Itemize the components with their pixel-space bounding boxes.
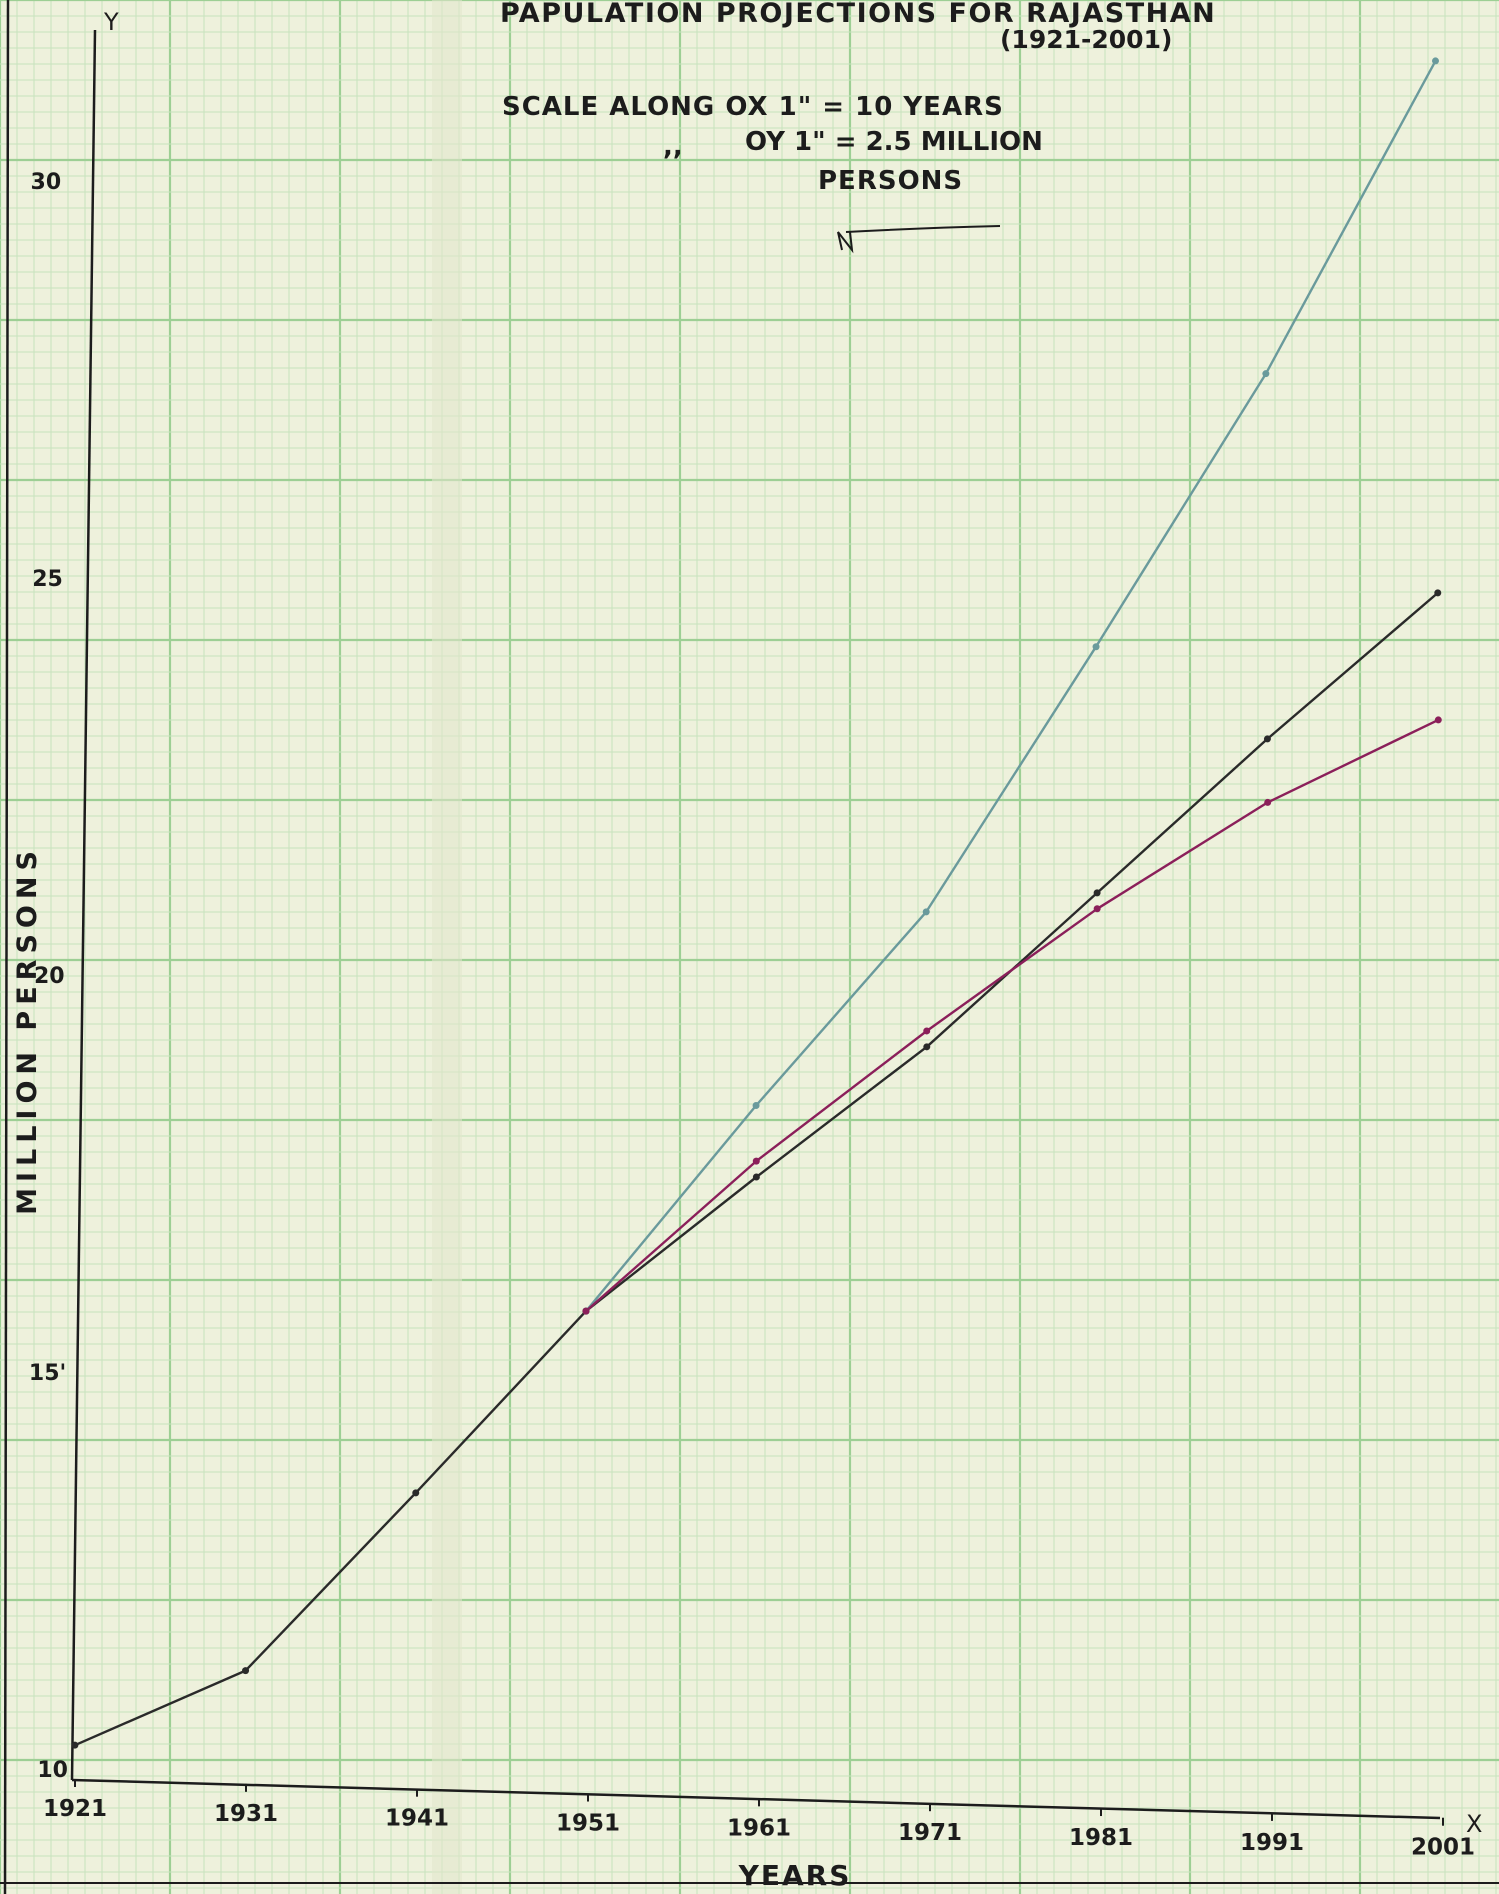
y-tick-label: 10 (37, 1758, 68, 1783)
scale-note-line-2: OY 1" = 2.5 MILLION (745, 127, 1043, 157)
y-tick-label: 30 (31, 170, 62, 195)
data-point (71, 1741, 79, 1749)
data-point (1093, 905, 1101, 913)
data-point (752, 1173, 760, 1181)
data-point (1262, 370, 1270, 378)
data-point (1434, 716, 1442, 724)
chart-title: PAPULATION PROJECTIONS FOR RAJASTHAN (500, 0, 1216, 29)
y-tick-label: 25 (32, 567, 63, 592)
chart-subtitle: (1921-2001) (1000, 25, 1172, 54)
x-tick-label: 1981 (1069, 1825, 1133, 1851)
x-axis-line (71, 1778, 1441, 1820)
x-tick-label: 2001 (1411, 1835, 1475, 1861)
y-axis-title: MILLION PERSONS (12, 845, 43, 1215)
data-point (1434, 589, 1442, 597)
sheet-left-edge (3, 0, 10, 1894)
x-tick-label: 1971 (898, 1820, 962, 1846)
series-line (585, 60, 1437, 1312)
data-point (923, 1027, 931, 1035)
series-line (585, 718, 1439, 1313)
x-axis-letter: X (1466, 1810, 1482, 1838)
data-point (1093, 889, 1101, 897)
x-tick-label: 1941 (385, 1806, 449, 1832)
y-tick-label: 20 (34, 964, 65, 989)
series-points (71, 57, 1442, 1749)
x-axis-title: YEARS (738, 1859, 852, 1892)
y-axis-line (70, 29, 97, 1781)
initials-signature (837, 225, 1001, 254)
x-tick-labels: 1921 1931 1941 1951 1961 1971 1981 1991 2001 (43, 1779, 1475, 1861)
x-tick-label: 1951 (556, 1811, 620, 1837)
x-tick-label: 1991 (1240, 1830, 1304, 1856)
data-point (922, 908, 930, 916)
paper-fold-shade (432, 0, 462, 1894)
data-point (752, 1102, 760, 1110)
data-point (1264, 798, 1272, 806)
data-point (1263, 735, 1271, 743)
y-tick-label: 15' (29, 1361, 66, 1386)
data-point (1431, 57, 1439, 65)
data-point (923, 1043, 931, 1051)
data-point (752, 1157, 760, 1165)
data-point (412, 1489, 420, 1497)
scale-note-ditto-mark: ,, (663, 132, 683, 162)
data-point (582, 1307, 590, 1315)
y-axis-letter: Y (103, 8, 119, 36)
data-point (1092, 643, 1100, 651)
data-point (242, 1667, 250, 1675)
x-tick-label: 1921 (43, 1796, 107, 1822)
scale-note-line-1: SCALE ALONG OX 1" = 10 YEARS (502, 92, 1004, 122)
y-tick-labels: 10 15' 20 25 30 (29, 170, 68, 1783)
scale-note-line-3: PERSONS (818, 166, 963, 196)
x-tick-label: 1961 (727, 1815, 791, 1841)
x-tick-label: 1931 (214, 1801, 278, 1827)
